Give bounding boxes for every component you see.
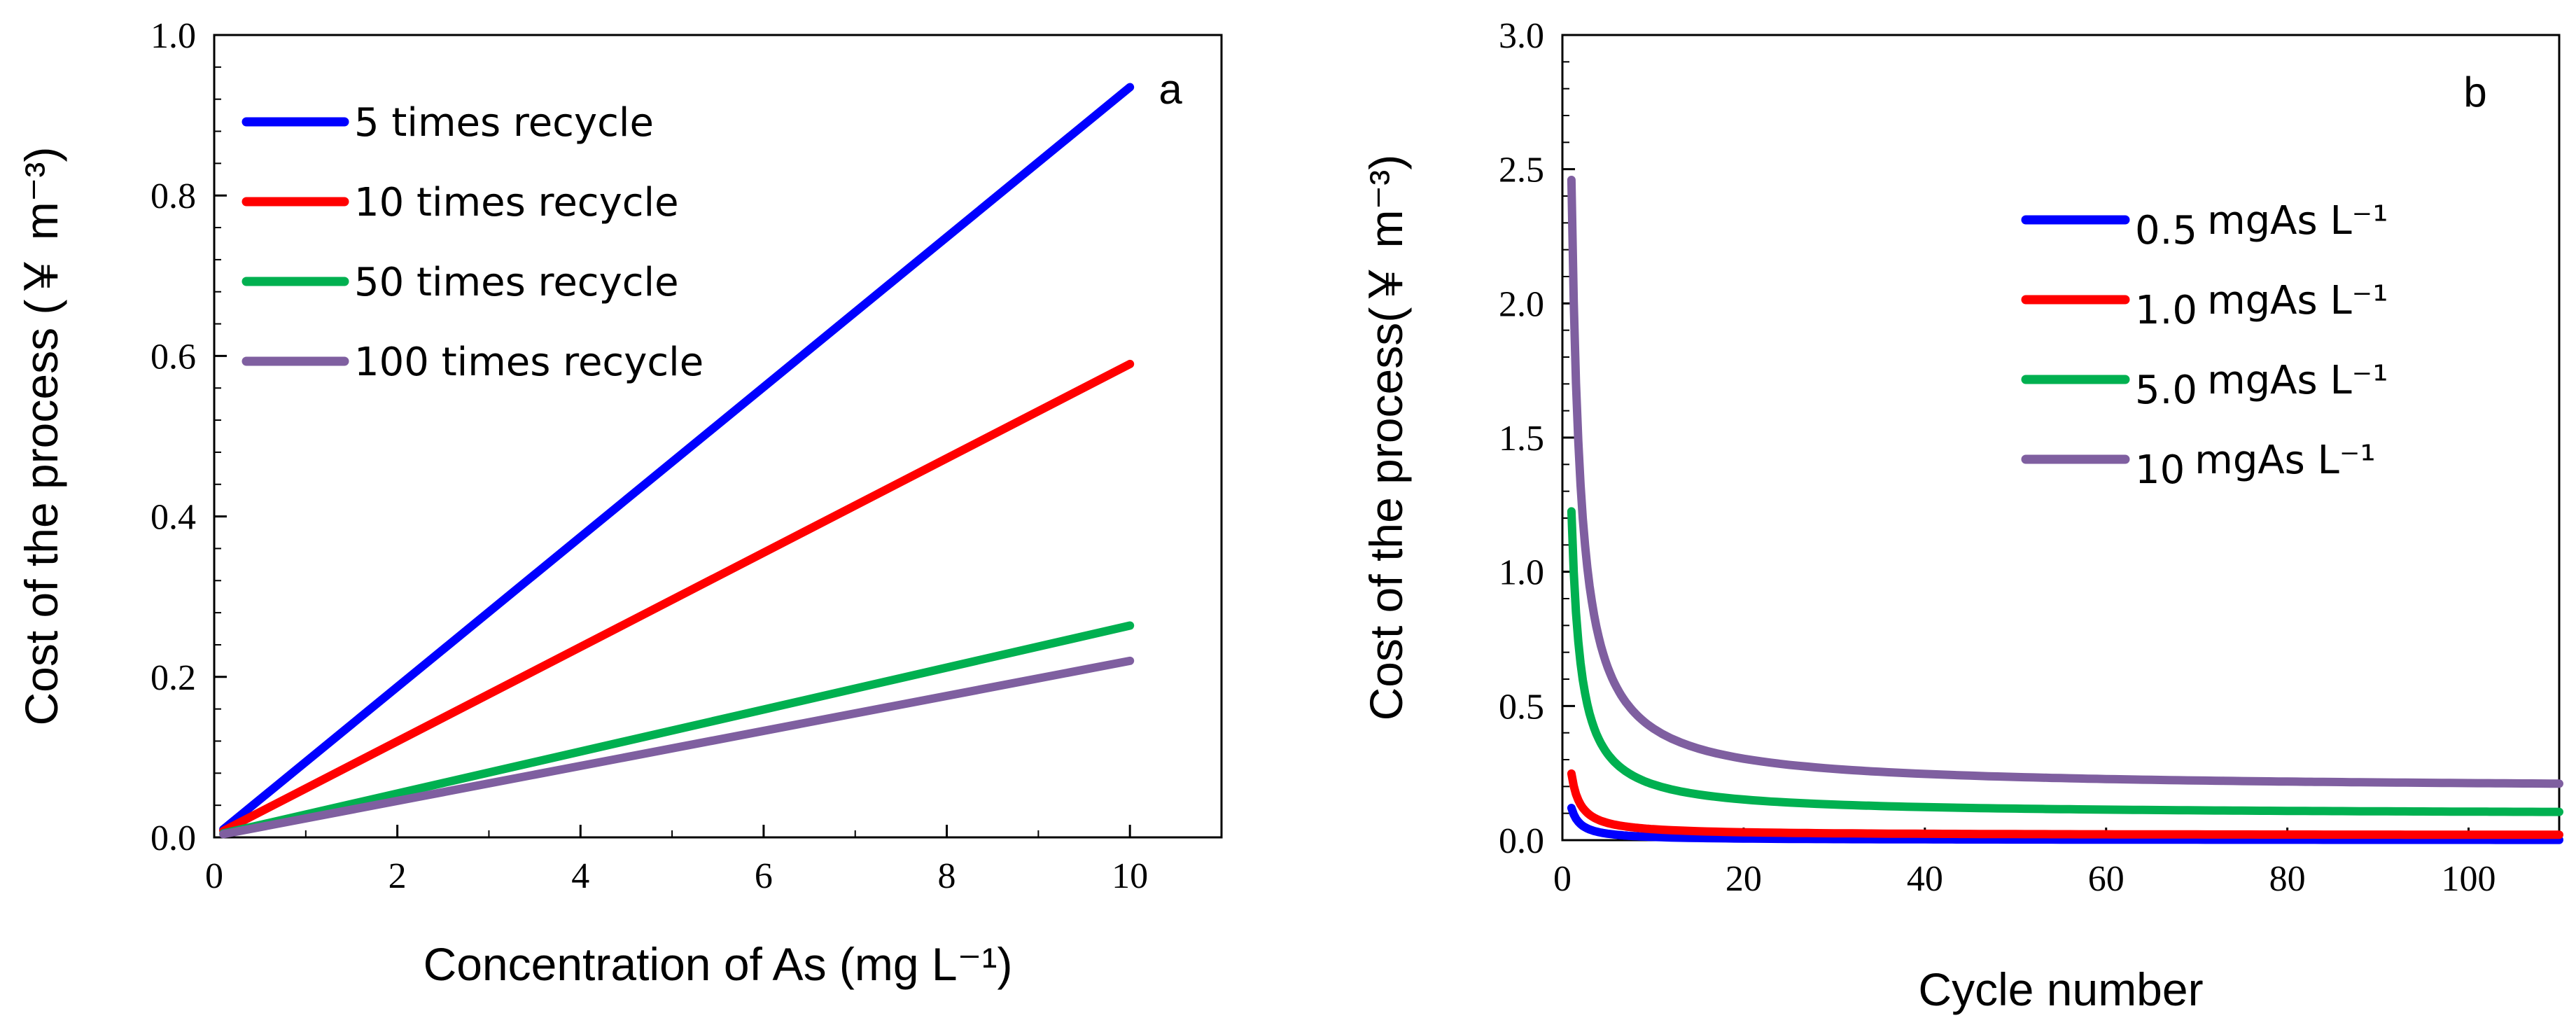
x-tick-label: 20 [1726, 859, 1762, 899]
legend-label: 50 times recycle [354, 260, 679, 305]
y-tick-label: 1.5 [1499, 419, 1544, 459]
y-tick-label: 0.0 [1499, 821, 1544, 861]
x-tick-label: 60 [2088, 859, 2124, 899]
y-tick-label: 1.0 [150, 16, 196, 56]
y-tick-label: 2.5 [1499, 151, 1544, 190]
panel-a-letter: a [1158, 66, 1182, 113]
legend-label: 0.5 mgAs L⁻¹ [2135, 198, 2388, 253]
panel-b-legend: 0.5 mgAs L⁻¹ 1.0 mgAs L⁻¹ 5.0 mgAs L⁻¹ 10 mgAs … [2021, 198, 2388, 493]
panel-b-x-axis-label: Cycle number [1918, 963, 2203, 1015]
legend-label: 5 times recycle [354, 100, 654, 146]
x-tick-label: 0 [1553, 859, 1572, 899]
y-tick-label: 0.4 [150, 498, 196, 538]
x-tick-label: 6 [755, 856, 773, 896]
series-line [1567, 507, 2563, 816]
x-tick-label: 40 [1907, 859, 1943, 899]
panel-a-x-axis-label: Concentration of As (mg L⁻¹) [424, 938, 1013, 990]
x-tick-label: 0 [205, 856, 223, 896]
panel-b-chart: 0 20 40 60 80 100 0.0 0.5 1.0 1.5 2.0 2.5 3.0 0.5 mgA… [1360, 16, 2563, 1015]
x-tick-label: 80 [2269, 859, 2306, 899]
y-tick-label: 0.5 [1499, 687, 1544, 727]
series-line [219, 83, 1135, 834]
legend-label: 10 mgAs L⁻¹ [2135, 438, 2376, 493]
panel-a-plot-frame [213, 34, 1223, 839]
panel-a-series [219, 83, 1135, 839]
y-tick-label: 0.0 [150, 818, 196, 858]
x-tick-label: 4 [571, 856, 589, 896]
series-line [219, 656, 1135, 839]
panel-b-y-axis-label: Cost of the process(￥ m⁻³) [1360, 155, 1412, 721]
legend-label: 10 times recycle [354, 180, 679, 225]
y-tick-label: 0.8 [150, 176, 196, 216]
x-tick-label: 10 [1112, 856, 1148, 896]
panel-a-chart: 0 2 4 6 8 10 0.0 0.2 0.4 0.6 0.8 1.0 5 times recycl… [15, 16, 1223, 990]
series-line [1567, 176, 2563, 788]
x-tick-label: 100 [2442, 859, 2496, 899]
panel-a-legend: 5 times recycle 10 times recycle 50 times … [241, 100, 704, 385]
y-tick-label: 2.0 [1499, 284, 1544, 324]
series-line [1567, 769, 2563, 839]
panel-b-series [1567, 176, 2563, 844]
panel-a-y-axis-label: Cost of the process (￥ m⁻³) [15, 146, 67, 725]
series-line [219, 621, 1135, 838]
x-tick-label: 8 [938, 856, 956, 896]
panel-b-ticks: 0 20 40 60 80 100 0.0 0.5 1.0 1.5 2.0 2.5 3.0 [1499, 16, 2496, 899]
legend-label: 5.0 mgAs L⁻¹ [2135, 358, 2388, 413]
x-tick-label: 2 [388, 856, 407, 896]
panel-b-letter: b [2463, 69, 2486, 116]
y-tick-label: 0.6 [150, 337, 196, 377]
legend-label: 1.0 mgAs L⁻¹ [2135, 278, 2388, 333]
panel-b-plot-frame [1561, 34, 2561, 842]
y-tick-label: 3.0 [1499, 16, 1544, 56]
legend-label: 100 times recycle [354, 340, 704, 385]
series-line [1567, 804, 2563, 844]
panel-a-ticks: 0 2 4 6 8 10 0.0 0.2 0.4 0.6 0.8 1.0 [150, 16, 1148, 896]
y-tick-label: 1.0 [1499, 553, 1544, 593]
series-line [219, 359, 1135, 835]
y-tick-label: 0.2 [150, 658, 196, 698]
